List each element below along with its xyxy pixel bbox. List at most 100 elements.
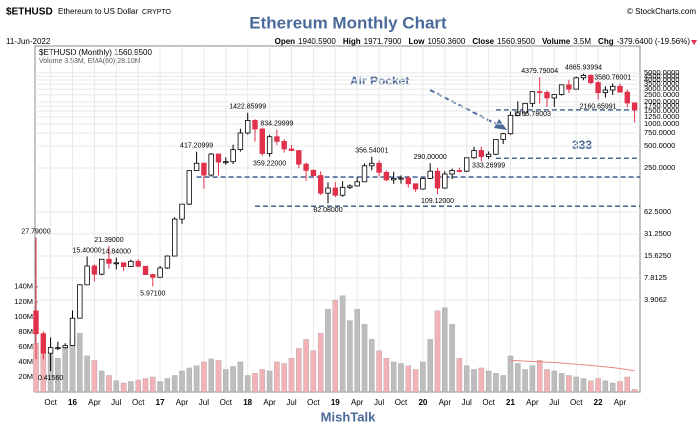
x-tick-label: Oct — [132, 398, 145, 407]
volume-bar — [434, 310, 441, 393]
volume-bar — [558, 373, 565, 393]
candle-body — [610, 85, 616, 91]
volume-bar — [208, 358, 214, 393]
candle-body — [631, 102, 638, 111]
y-tick-label: 4500.0000 — [644, 71, 679, 80]
price-label: 356.54001 — [355, 148, 388, 155]
x-tick-label: 21 — [506, 398, 515, 407]
candle-body — [310, 169, 317, 176]
candle-body — [91, 265, 98, 275]
candle-body — [551, 94, 557, 99]
volume-bar — [128, 381, 134, 393]
candle-body — [186, 170, 192, 205]
volume-bar — [390, 361, 397, 393]
candle-body — [150, 274, 156, 278]
x-tick-label: Oct — [44, 398, 57, 407]
candle-body — [369, 162, 375, 167]
price-label: 3580.76001 — [594, 74, 631, 81]
y2-tick-label: 140M — [14, 282, 33, 291]
x-tick-label: 22 — [594, 398, 603, 407]
price-label: 21.39000 — [94, 237, 123, 244]
candle-body — [383, 171, 390, 181]
stat-value: 1971.7900 — [364, 37, 402, 46]
volume-bar — [150, 376, 156, 393]
volume-bar — [164, 378, 171, 393]
candle-body — [208, 153, 214, 176]
candle-body — [485, 153, 492, 157]
stat-value: 1050.3600 — [427, 37, 465, 46]
price-label: 82.08000 — [313, 207, 342, 214]
candle-body — [442, 173, 448, 189]
volume-bar — [361, 324, 368, 393]
price-label: 1422.85999 — [229, 104, 266, 111]
y-tick-label: 1750.0000 — [644, 101, 679, 110]
candle-body — [522, 102, 528, 114]
volume-bar — [456, 358, 463, 393]
x-tick-label: Oct — [307, 398, 320, 407]
volume-bar — [157, 381, 163, 393]
x-tick-label: Jul — [462, 398, 472, 407]
volume-bar — [493, 373, 499, 393]
volume-bar — [179, 370, 185, 393]
stat-name: High — [343, 37, 361, 46]
y-tick-label: 1500.0000 — [644, 106, 679, 115]
stat-name: Close — [472, 37, 494, 46]
volume-bar — [244, 375, 251, 393]
y-tick-label: 7.8125 — [644, 273, 667, 282]
volume-bar — [551, 370, 558, 393]
volume-bar — [201, 361, 207, 393]
candle-body — [325, 187, 331, 194]
candle-body — [427, 170, 433, 179]
volume-bar — [463, 365, 470, 393]
volume-bar — [266, 370, 273, 393]
candle-body — [332, 187, 338, 196]
candle-body — [193, 162, 200, 172]
volume-bar — [106, 375, 112, 393]
candle-body — [405, 177, 411, 185]
x-tick-label: Oct — [395, 398, 408, 407]
candle-body — [347, 185, 353, 188]
legend-price: $ETHUSD (Monthly) 1560.9500 — [39, 48, 152, 57]
volume-bar — [507, 355, 514, 393]
candle-body — [588, 74, 594, 84]
volume-bar — [120, 382, 127, 393]
candle-body — [142, 265, 149, 275]
symbol-name: Ethereum to US Dollar — [58, 7, 138, 16]
candle-body — [201, 162, 207, 176]
symbol: $ETHUSD — [6, 7, 53, 18]
volume-bar — [142, 378, 149, 393]
volume-bar — [281, 363, 287, 393]
y2-tick-label: 40M — [18, 357, 33, 366]
price-label: 27.79000 — [21, 229, 50, 236]
volume-bar — [566, 375, 572, 393]
stat-value: 3.5M — [573, 37, 591, 46]
price-label: 834.29999 — [260, 121, 293, 128]
volume-bar — [288, 358, 295, 393]
candle-body — [573, 77, 579, 90]
candle-body — [237, 132, 244, 151]
y-tick-label: 3500.0000 — [644, 79, 679, 88]
y2-tick-label: 100M — [14, 312, 33, 321]
y-tick-label: 3000.0000 — [644, 84, 679, 93]
x-tick-label: 20 — [418, 398, 427, 407]
volume-bar — [536, 360, 543, 393]
candle-body — [274, 136, 280, 142]
date: 11-Jun-2022 — [6, 37, 51, 46]
volume-bar — [588, 380, 594, 393]
y-tick-label: 4000.0000 — [644, 75, 679, 84]
volume-bar — [595, 378, 601, 393]
y-tick-label: 5000.0000 — [644, 68, 679, 77]
grid — [35, 46, 640, 392]
volume-bar — [354, 309, 360, 393]
candle-body — [507, 114, 514, 135]
volume-bar — [215, 360, 222, 393]
x-tick-label: Apr — [526, 398, 539, 407]
volume-bar — [602, 380, 609, 393]
y-tick-label: 500.0000 — [644, 141, 675, 150]
volume-bar — [631, 389, 638, 393]
candle-body — [230, 149, 236, 163]
volume-bar — [609, 382, 616, 393]
volume-bar — [522, 369, 528, 393]
candle-body — [558, 84, 565, 95]
level-note: 333 — [572, 138, 592, 152]
